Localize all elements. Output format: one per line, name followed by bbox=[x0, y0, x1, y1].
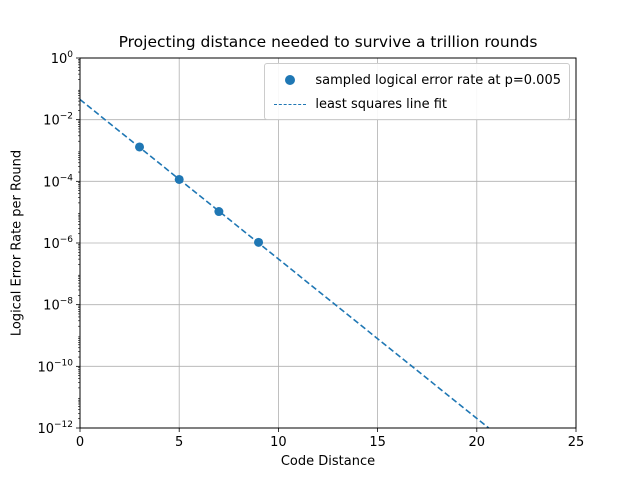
dashed-line-icon bbox=[273, 97, 307, 111]
legend-entry-scatter: sampled logical error rate at p=0.005 bbox=[273, 68, 561, 92]
x-tick-label: 25 bbox=[568, 435, 585, 450]
data-point bbox=[174, 174, 184, 184]
legend: sampled logical error rate at p=0.005 le… bbox=[264, 63, 570, 120]
y-tick-label: 10−4 bbox=[43, 173, 73, 190]
y-axis-label: Logical Error Rate per Round bbox=[9, 149, 25, 337]
data-point bbox=[254, 237, 264, 247]
fit-line bbox=[80, 98, 490, 428]
data-point bbox=[214, 207, 224, 217]
y-tick-label: 100 bbox=[51, 50, 74, 67]
data-point bbox=[135, 142, 145, 152]
x-tick-label: 15 bbox=[369, 435, 386, 450]
chart-title: Projecting distance needed to survive a … bbox=[118, 33, 538, 51]
y-tick-label: 10−8 bbox=[43, 297, 73, 314]
legend-label-fit: least squares line fit bbox=[315, 96, 448, 112]
tick-layer: 0 5 10 15 20 25 10−12 10−10 10−8 10−6 10−4 10−2 100 bbox=[37, 50, 584, 450]
x-tick-label: 5 bbox=[175, 435, 183, 450]
y-tick-label: 10−2 bbox=[43, 112, 73, 129]
x-tick-label: 0 bbox=[76, 435, 84, 450]
x-axis-label: Code Distance bbox=[280, 454, 376, 469]
x-tick-label: 20 bbox=[469, 435, 486, 450]
scatter-marker-icon bbox=[273, 73, 307, 87]
series-layer bbox=[80, 98, 490, 428]
y-tick-label: 10−6 bbox=[43, 235, 73, 252]
legend-label-scatter: sampled logical error rate at p=0.005 bbox=[315, 72, 561, 88]
legend-entry-fit: least squares line fit bbox=[273, 92, 561, 116]
x-tick-label: 10 bbox=[270, 435, 287, 450]
y-tick-label: 10−10 bbox=[37, 358, 73, 375]
y-tick-label: 10−12 bbox=[37, 420, 73, 437]
